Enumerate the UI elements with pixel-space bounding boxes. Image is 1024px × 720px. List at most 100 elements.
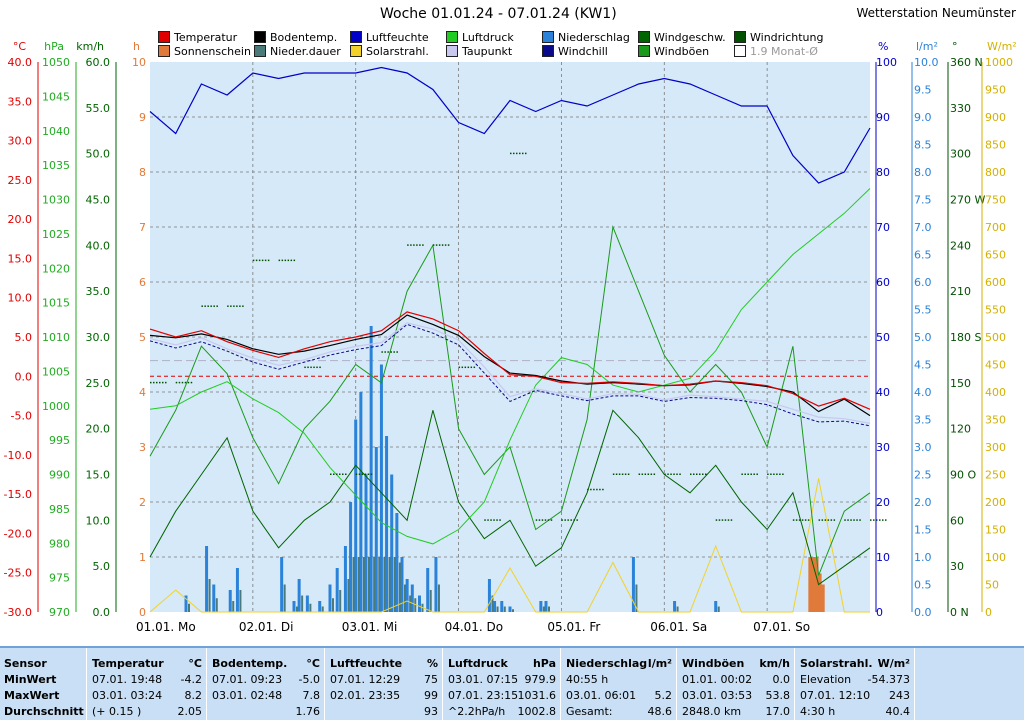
legend-label: Niederschlag	[558, 31, 630, 44]
wind-direction-dot	[490, 519, 492, 521]
temperature-line	[149, 311, 871, 410]
legend-entry: Windchill	[542, 45, 608, 58]
precip-duration-bar	[347, 579, 350, 612]
precip-duration-bar	[548, 606, 550, 612]
stats-cell: ^2.2hPa/h 1002.8	[448, 704, 556, 719]
stats-cell: 03.01. 07:15 979.9	[448, 672, 556, 687]
x-day-label: 06.01. Sa	[650, 620, 707, 634]
wind-direction-dot	[333, 473, 335, 475]
wind-direction-dot	[410, 244, 412, 246]
wind-direction-dot	[870, 519, 872, 521]
axis-tick-label: 30	[876, 441, 890, 454]
axis-tick-label: 8.5	[914, 139, 932, 152]
wind-direction-dot	[590, 488, 592, 491]
legend-entry: Taupunkt	[446, 45, 512, 58]
axis-tick-label: 7.0	[914, 221, 932, 234]
stats-value: %	[426, 657, 438, 670]
precip-duration-bar	[398, 562, 401, 612]
axis-tick-label: 3.5	[914, 414, 932, 427]
precip-duration-bar	[635, 584, 638, 612]
precip-bar	[426, 568, 430, 612]
wind-direction-dot	[653, 473, 656, 475]
legend-swatch	[254, 31, 266, 43]
axis-tick-label: 9.0	[914, 111, 932, 124]
stats-text: 07.01. 23:15	[448, 689, 519, 702]
axis-tick-label: 360 N	[950, 56, 983, 69]
wind-direction-dot	[416, 244, 418, 246]
axis-tick-label: 0 N	[950, 606, 969, 619]
wind-direction-dot	[670, 473, 672, 475]
wind-direction-dot	[184, 381, 187, 384]
axis-tick-label: 1040	[42, 125, 70, 138]
axis-tick-label: 5.5	[914, 304, 932, 317]
axis-tick-label: 2	[139, 496, 146, 509]
precip-bar	[434, 557, 438, 612]
wind-direction-dot	[419, 244, 421, 246]
wind-direction-dot	[330, 473, 332, 475]
stats-column-4: Niederschlag l/m² 40:55 h 03.01. 06:01 5.2 Ge…	[562, 648, 677, 720]
axis-unit-label: km/h	[76, 40, 104, 53]
precip-bar	[305, 595, 309, 612]
precip-bar	[280, 557, 284, 612]
wind-direction-dot	[153, 381, 155, 384]
stats-column-3: Luftdruck hPa 03.01. 07:15 979.9 07.01. 23:1…	[444, 648, 561, 720]
wind-direction-dot	[741, 473, 743, 475]
stats-text: Gesamt:	[566, 705, 613, 718]
precip-duration-bar	[496, 606, 499, 612]
wind-direction-dot	[178, 381, 181, 384]
legend-entry: Windgeschw.	[638, 31, 726, 44]
precip-bar	[631, 557, 635, 612]
stats-value: 243	[889, 689, 910, 702]
wind-direction-dot	[510, 152, 512, 155]
axis-tick-label: -30.0	[4, 606, 32, 619]
wind-direction-dot	[770, 473, 772, 475]
legend-label: Nieder.dauer	[270, 45, 341, 58]
stats-text: 07.01. 19:48	[92, 673, 163, 686]
stats-text: 2848.0 km	[682, 705, 742, 718]
wind-direction-dot	[201, 305, 203, 307]
solar-line	[149, 478, 870, 613]
stats-value: 40.4	[885, 705, 911, 718]
x-day-label: 01.01. Mo	[136, 620, 196, 634]
stats-header: Solarstrahl. W/m²	[800, 656, 910, 671]
legend-swatch	[446, 45, 458, 57]
wind-direction-dot	[293, 259, 296, 262]
stats-value: °C	[306, 657, 320, 670]
stats-text: 03.01. 02:48	[212, 689, 283, 702]
axis-tick-label: 985	[49, 503, 70, 516]
wind-direction-dot	[525, 152, 527, 155]
precip-duration-bar	[503, 606, 506, 612]
legend-swatch	[446, 31, 458, 43]
legend-label: Windchill	[558, 45, 608, 58]
stats-header: Bodentemp. °C	[212, 656, 320, 671]
precip-duration-bar	[676, 606, 679, 612]
stats-header: Windböen km/h	[682, 656, 790, 671]
wind-direction-dot	[882, 519, 884, 521]
wind-direction-dot	[499, 519, 501, 521]
wind-direction-dot	[705, 473, 707, 475]
wind-direction-dot	[847, 519, 849, 521]
axis-tick-label: 50	[876, 331, 890, 344]
axis-unit-label: W/m²	[987, 40, 1017, 53]
precip-bar	[673, 601, 677, 612]
wind-direction-dot	[175, 381, 178, 384]
wind-direction-dot	[287, 259, 290, 262]
x-day-label: 04.01. Do	[445, 620, 504, 634]
wind-direction-dot	[690, 473, 692, 475]
x-day-label: 02.01. Di	[239, 620, 294, 634]
wind-direction-dot	[747, 473, 749, 475]
stats-cell: 4:30 h 40.4	[800, 704, 910, 719]
axis-tick-label: 150	[950, 377, 971, 390]
wind-direction-dot	[355, 473, 358, 475]
stats-text: 03.01. 06:01	[566, 689, 637, 702]
stats-text: Luftdruck	[448, 657, 508, 670]
axis-tick-label: 90	[876, 111, 890, 124]
stats-value: W/m²	[877, 657, 910, 670]
legend-entry: Solarstrahl.	[350, 45, 429, 58]
axis-tick-label: 55.0	[86, 102, 111, 115]
wind-direction-dot	[187, 381, 190, 384]
wind-direction-dot	[267, 259, 270, 262]
wind-direction-dot	[676, 473, 678, 475]
wind-direction-dot	[627, 473, 630, 475]
wind-direction-dot	[650, 473, 653, 475]
